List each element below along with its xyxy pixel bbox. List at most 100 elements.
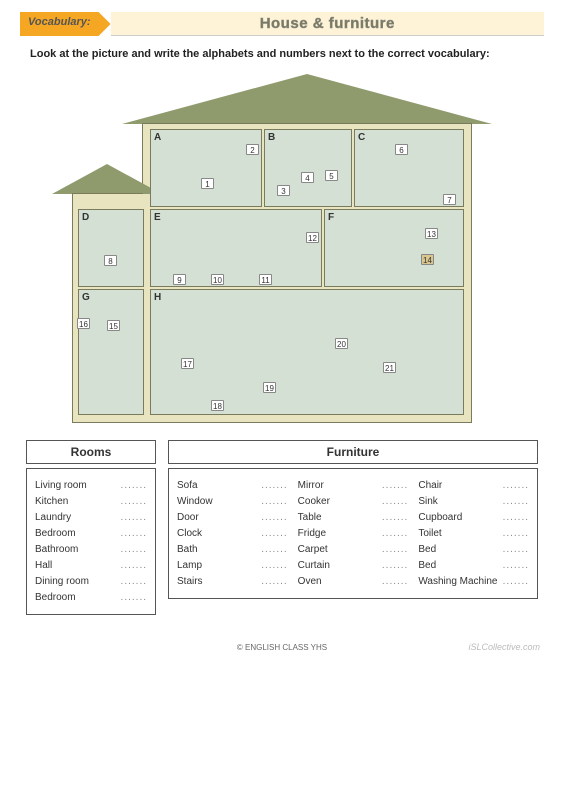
room-label-C: C [358, 132, 365, 143]
answer-blank[interactable]: ....... [121, 592, 147, 603]
vocab-label: Bedroom [35, 592, 76, 603]
room-label-D: D [82, 212, 89, 223]
vocab-label: Carpet [298, 544, 328, 555]
number-label-10: 10 [211, 274, 224, 285]
answer-blank[interactable]: ....... [121, 480, 147, 491]
vocab-row: Door....... [177, 512, 288, 523]
number-label-21: 21 [383, 362, 396, 373]
header: Vocabulary: House & furniture [20, 12, 544, 36]
room-label-B: B [268, 132, 275, 143]
answer-blank[interactable]: ....... [121, 512, 147, 523]
answer-blank[interactable]: ....... [261, 480, 287, 491]
vocab-row: Sofa....... [177, 480, 288, 491]
vocab-label: Window [177, 496, 213, 507]
answer-blank[interactable]: ....... [261, 576, 287, 587]
answer-blank[interactable]: ....... [261, 544, 287, 555]
answer-blank[interactable]: ....... [382, 496, 408, 507]
answer-blank[interactable]: ....... [261, 560, 287, 571]
vocab-row: Kitchen....... [35, 496, 147, 507]
furniture-col-3: Chair.......Sink.......Cupboard.......To… [418, 475, 529, 592]
vocab-label: Sofa [177, 480, 198, 491]
answer-blank[interactable]: ....... [382, 576, 408, 587]
vocab-row: Hall....... [35, 560, 147, 571]
vocab-label: Cupboard [418, 512, 462, 523]
room-label-A: A [154, 132, 161, 143]
furniture-body: Sofa.......Window.......Door.......Clock… [168, 468, 538, 599]
vocab-row: Curtain....... [298, 560, 409, 571]
room-label-H: H [154, 292, 161, 303]
vocab-row: Window....... [177, 496, 288, 507]
answer-blank[interactable]: ....... [121, 560, 147, 571]
furniture-col-1: Sofa.......Window.......Door.......Clock… [177, 475, 288, 592]
vocab-label: Bed [418, 544, 436, 555]
answer-blank[interactable]: ....... [503, 496, 529, 507]
answer-blank[interactable]: ....... [121, 544, 147, 555]
vocab-row: Cooker....... [298, 496, 409, 507]
vocab-label: Cooker [298, 496, 330, 507]
answer-blank[interactable]: ....... [503, 544, 529, 555]
answer-blank[interactable]: ....... [382, 512, 408, 523]
answer-blank[interactable]: ....... [382, 560, 408, 571]
number-label-7: 7 [443, 194, 456, 205]
vocab-label: Toilet [418, 528, 441, 539]
vocab-label: Lamp [177, 560, 202, 571]
vocab-row: Mirror....... [298, 480, 409, 491]
vocab-label: Bath [177, 544, 198, 555]
room-label-E: E [154, 212, 161, 223]
room-C: C67 [354, 129, 464, 207]
vocab-row: Stairs....... [177, 576, 288, 587]
vocab-label: Mirror [298, 480, 324, 491]
answer-blank[interactable]: ....... [261, 496, 287, 507]
answer-blank[interactable]: ....... [121, 528, 147, 539]
vocab-label: Laundry [35, 512, 71, 523]
vocab-label: Bed [418, 560, 436, 571]
number-label-19: 19 [263, 382, 276, 393]
answer-blank[interactable]: ....... [121, 496, 147, 507]
vocab-row: Bed....... [418, 560, 529, 571]
room-G: G1516 [78, 289, 144, 415]
vocabulary-tag: Vocabulary: [20, 12, 111, 36]
vocab-label: Washing Machine [418, 576, 497, 587]
vocab-row: Dining room....... [35, 576, 147, 587]
vocab-label: Bedroom [35, 528, 76, 539]
number-label-1: 1 [201, 178, 214, 189]
instruction-text: Look at the picture and write the alphab… [30, 48, 544, 60]
vocab-row: Bed....... [418, 544, 529, 555]
answer-blank[interactable]: ....... [382, 480, 408, 491]
vocab-row: Fridge....... [298, 528, 409, 539]
vocab-row: Bedroom....... [35, 528, 147, 539]
number-label-4: 4 [301, 172, 314, 183]
answer-blank[interactable]: ....... [382, 544, 408, 555]
answer-blank[interactable]: ....... [382, 528, 408, 539]
answer-blank[interactable]: ....... [121, 576, 147, 587]
answer-blank[interactable]: ....... [503, 576, 529, 587]
roof-side [52, 164, 162, 194]
vocab-label: Dining room [35, 576, 89, 587]
rooms-body: Living room.......Kitchen.......Laundry.… [26, 468, 156, 615]
answer-blank[interactable]: ....... [261, 528, 287, 539]
vocab-label: Hall [35, 560, 52, 571]
worksheet-title: House & furniture [260, 15, 395, 32]
furniture-section: Furniture Sofa.......Window.......Door..… [168, 440, 538, 615]
vocab-label: Clock [177, 528, 202, 539]
room-label-F: F [328, 212, 334, 223]
number-label-3: 3 [277, 185, 290, 196]
vocab-row: Sink....... [418, 496, 529, 507]
rooms-header: Rooms [26, 440, 156, 464]
number-label-13: 13 [425, 228, 438, 239]
vocab-label: Sink [418, 496, 437, 507]
answer-blank[interactable]: ....... [503, 560, 529, 571]
vocab-row: Bath....... [177, 544, 288, 555]
answer-blank[interactable]: ....... [503, 528, 529, 539]
number-label-14: 14 [421, 254, 434, 265]
vocab-row: Laundry....... [35, 512, 147, 523]
number-label-20: 20 [335, 338, 348, 349]
answer-blank[interactable]: ....... [503, 480, 529, 491]
vocab-row: Oven....... [298, 576, 409, 587]
answer-blank[interactable]: ....... [503, 512, 529, 523]
answer-blank[interactable]: ....... [261, 512, 287, 523]
vocab-label: Kitchen [35, 496, 68, 507]
rooms-section: Rooms Living room.......Kitchen.......La… [26, 440, 156, 615]
vocab-row: Bedroom....... [35, 592, 147, 603]
vocab-label: Living room [35, 480, 87, 491]
